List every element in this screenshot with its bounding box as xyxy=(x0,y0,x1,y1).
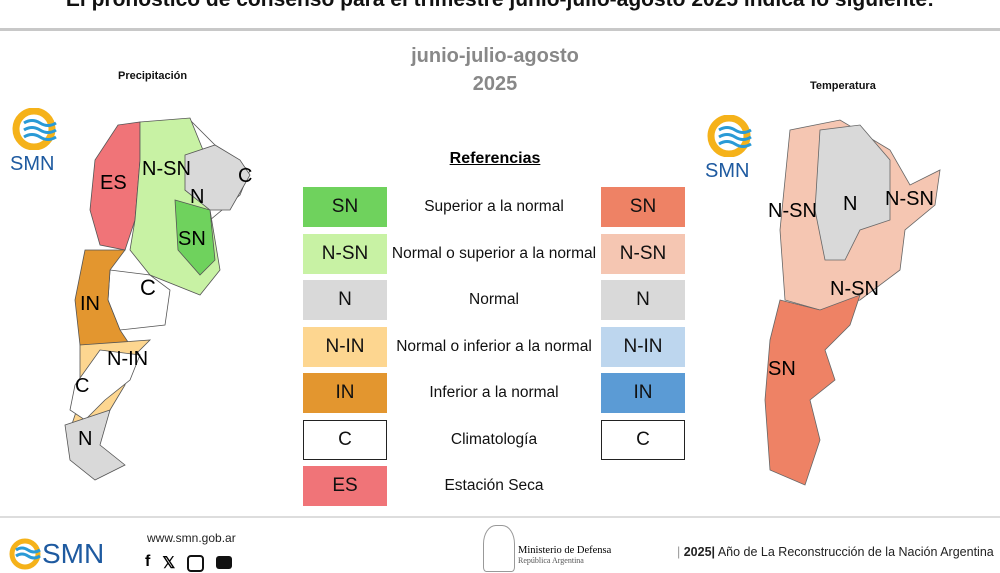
smn-logo-icon xyxy=(9,538,41,570)
label-nsn-west: N-SN xyxy=(768,200,817,222)
label-c: C xyxy=(140,275,156,300)
precip-code: N-IN xyxy=(325,335,365,357)
period-year: 2025 xyxy=(472,73,518,95)
footer-smn-logo: SMN xyxy=(8,537,104,571)
temp-code: C xyxy=(636,428,650,450)
top-divider xyxy=(0,28,1000,31)
ministry-sub: República Argentina xyxy=(518,556,584,565)
temp-swatch: N-IN xyxy=(601,326,685,367)
label-in: IN xyxy=(80,293,100,315)
temp-code: SN xyxy=(629,196,657,217)
temp-swatch: C xyxy=(601,419,685,460)
precip-swatch: N-IN xyxy=(303,326,387,367)
website-link[interactable]: www.smn.gob.ar xyxy=(147,531,236,545)
legend-title: Referencias xyxy=(449,150,541,167)
region-in xyxy=(74,249,131,346)
legend-description: Climatología xyxy=(450,430,538,448)
x-icon[interactable]: 𝕏 xyxy=(162,555,176,572)
smn-logo-text: SMN xyxy=(705,160,750,182)
precip-swatch: N-SN xyxy=(303,233,387,274)
temp-code: N-SN xyxy=(619,242,667,264)
motto-year: 2025 xyxy=(683,545,712,559)
temp-code: N-IN xyxy=(623,335,663,357)
legend-description: Normal o superior a la normal xyxy=(391,244,597,262)
smn-logo-right: SMN xyxy=(705,114,755,183)
legend-description: Estación Seca xyxy=(444,477,544,494)
legend-description: Superior a la normal xyxy=(424,198,564,215)
legend-description: Inferior a la normal xyxy=(429,384,559,401)
precip-code: N-SN xyxy=(321,242,369,264)
precipitation-title: Precipitación xyxy=(118,70,188,82)
label-es: ES xyxy=(100,172,127,194)
motto-text: Año de La Reconstrucción de la Nación Ar… xyxy=(717,545,994,559)
page-title: El pronóstico de consenso para el trimes… xyxy=(0,0,1000,12)
precip-code: N xyxy=(338,289,352,310)
temp-swatch: N-SN xyxy=(601,233,685,274)
precip-code: C xyxy=(338,428,352,450)
smn-logo-left: SMN xyxy=(10,107,60,176)
temp-swatch: SN xyxy=(601,187,685,227)
smn-logo-icon xyxy=(12,107,57,151)
footer-logo-text: SMN xyxy=(42,538,105,569)
label-n-south: N xyxy=(78,428,92,450)
motto: | 2025| Año de La Reconstrucción de la N… xyxy=(677,545,994,559)
temperature-title: Temperatura xyxy=(810,80,876,92)
label-n: N xyxy=(190,186,204,208)
temp-swatch: N xyxy=(601,280,685,320)
label-nsn-east: N-SN xyxy=(885,188,934,210)
region-n xyxy=(814,124,891,261)
temp-code: N xyxy=(636,289,650,310)
youtube-icon[interactable] xyxy=(216,556,233,569)
label-nsn: N-SN xyxy=(142,158,191,180)
precip-swatch: SN xyxy=(303,187,387,227)
label-sn: SN xyxy=(768,358,796,380)
precip-swatch: C xyxy=(303,419,387,460)
ministry-block: Ministerio de Defensa República Argentin… xyxy=(518,545,611,565)
precip-code: IN xyxy=(335,382,355,403)
label-nin: N-IN xyxy=(107,348,148,370)
precip-code: ES xyxy=(332,475,358,496)
ministry-name: Ministerio de Defensa xyxy=(518,545,612,556)
instagram-icon[interactable] xyxy=(187,555,205,572)
temperature-map: N-SN N N-SN N-SN SN xyxy=(764,119,941,486)
label-nsn-center: N-SN xyxy=(830,278,879,300)
label-n: N xyxy=(843,193,857,215)
facebook-icon[interactable]: f xyxy=(145,553,151,570)
precip-code: SN xyxy=(331,196,359,217)
footer-divider xyxy=(0,516,1000,518)
smn-logo-text: SMN xyxy=(10,153,55,175)
region-c-south xyxy=(69,349,141,421)
label-c-ne: C xyxy=(238,165,252,187)
legend-description: Normal xyxy=(469,291,519,308)
period-heading: junio-julio-agosto 2025 xyxy=(380,42,610,98)
smn-logo-icon xyxy=(707,114,752,158)
precipitation-map: ES N-SN N C SN C IN N-IN C N xyxy=(64,117,252,481)
coat-of-arms-icon xyxy=(483,525,515,572)
label-c-south: C xyxy=(75,375,89,397)
temp-code: IN xyxy=(633,382,653,403)
region-n-ne xyxy=(184,144,251,211)
social-links: f 𝕏 xyxy=(145,553,233,573)
region-sn xyxy=(174,199,216,276)
label-sn: SN xyxy=(178,228,206,250)
region-sn xyxy=(764,294,861,486)
temp-swatch: IN xyxy=(601,373,685,413)
legend-description: Normal o inferior a la normal xyxy=(396,337,592,355)
region-n-south xyxy=(64,409,126,481)
precip-swatch: N xyxy=(303,280,387,320)
precip-swatch: IN xyxy=(303,373,387,413)
precip-swatch: ES xyxy=(303,466,387,506)
period-months: junio-julio-agosto xyxy=(411,45,579,67)
